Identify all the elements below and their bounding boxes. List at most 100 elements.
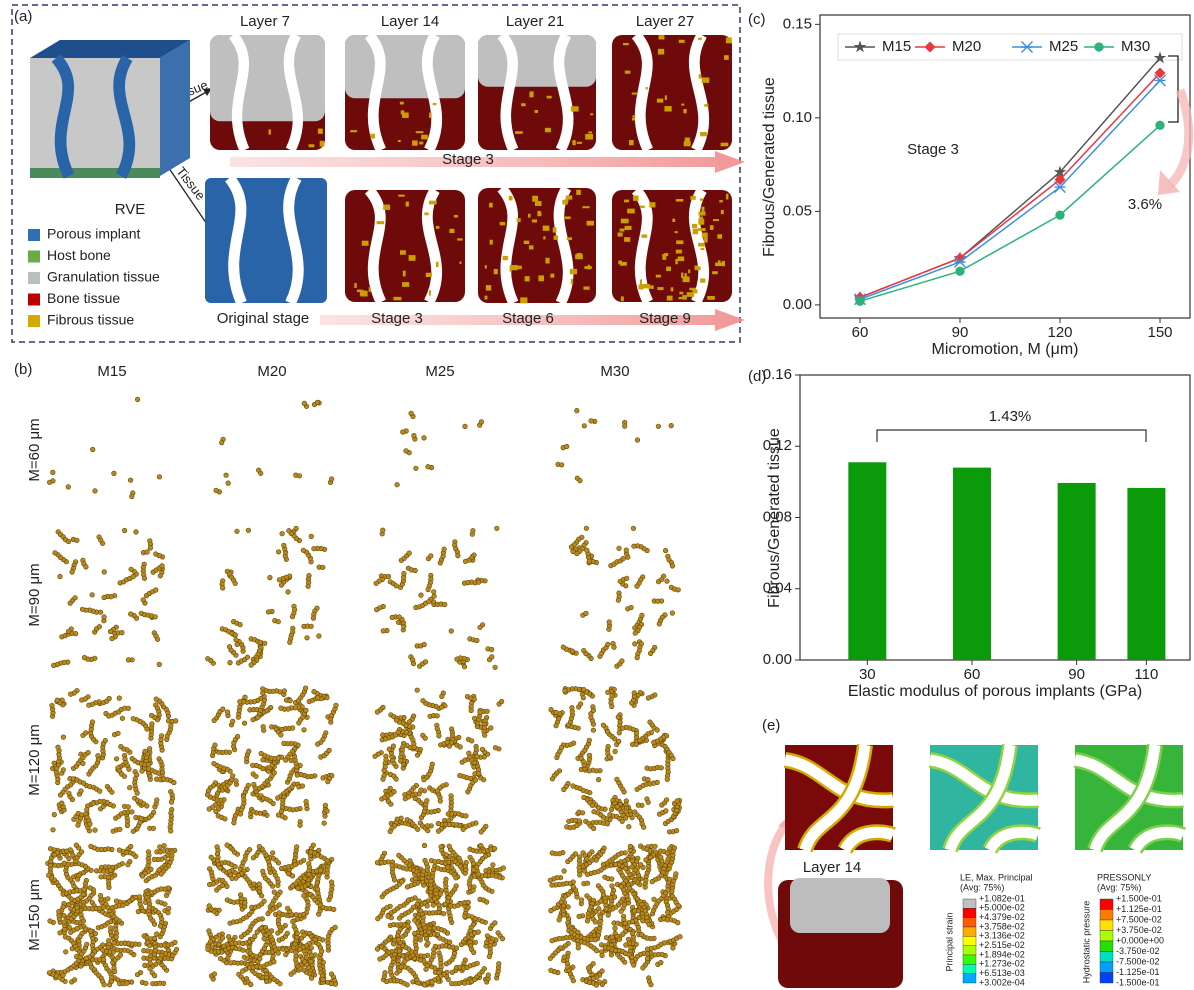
fibrous-particle <box>500 936 505 941</box>
fibrous-particle <box>82 655 87 660</box>
fibrous-particle <box>644 858 649 863</box>
fibrous-particle <box>112 941 117 946</box>
fibrous-particle <box>559 463 564 468</box>
fibrous-particle <box>397 615 402 620</box>
fibrous-particle <box>479 843 484 848</box>
column-label: M15 <box>97 363 126 380</box>
fibrous-speck <box>571 106 579 111</box>
fibrous-particle <box>101 905 106 910</box>
fibrous-particle <box>489 647 494 652</box>
fibrous-particle <box>615 777 620 782</box>
legend-value: -7.500e-02 <box>1116 956 1160 966</box>
fibrous-particle <box>463 559 468 564</box>
fibrous-particle <box>475 754 480 759</box>
fibrous-particle <box>272 771 277 776</box>
fibrous-particle <box>120 630 125 635</box>
fibrous-particle <box>444 877 449 882</box>
fibrous-particle <box>386 914 391 919</box>
fibrous-speck <box>676 199 683 202</box>
bar <box>848 462 886 660</box>
layer-label: Layer 27 <box>636 13 694 30</box>
fibrous-speck <box>657 99 663 103</box>
fibrous-speck <box>664 106 671 111</box>
tissue-block <box>210 35 325 121</box>
fibrous-particle <box>316 695 321 700</box>
fibrous-particle <box>550 938 555 943</box>
fibrous-particle <box>406 898 411 903</box>
fibrous-particle <box>300 784 305 789</box>
fibrous-particle <box>251 717 256 722</box>
fibrous-particle <box>259 751 264 756</box>
fibrous-particle <box>648 651 653 656</box>
fibrous-particle <box>469 708 474 713</box>
fibrous-particle <box>461 827 466 832</box>
fibrous-particle <box>476 872 481 877</box>
legend-swatch <box>28 251 40 263</box>
fibrous-particle <box>302 893 307 898</box>
fibrous-particle <box>562 869 567 874</box>
fibrous-particle <box>102 570 107 575</box>
fibrous-speck <box>632 118 635 121</box>
fibrous-particle <box>619 909 624 914</box>
fibrous-speck <box>649 202 655 207</box>
fibrous-particle <box>62 920 67 925</box>
fibrous-particle <box>160 564 165 569</box>
fibrous-particle <box>271 801 276 806</box>
fibrous-particle <box>550 777 555 782</box>
fibrous-particle <box>676 588 681 593</box>
fibrous-particle <box>333 925 338 930</box>
x-tick-label: 30 <box>859 666 876 683</box>
fibrous-particle <box>421 698 426 703</box>
fibrous-speck <box>320 141 325 147</box>
fibrous-particle <box>209 855 214 860</box>
y-tick-label: 0.16 <box>763 366 792 383</box>
layer-label: Layer 21 <box>506 13 564 30</box>
legend-swatch <box>28 294 40 306</box>
fibrous-particle <box>570 649 575 654</box>
fibrous-particle <box>635 655 640 660</box>
fibrous-speck <box>529 91 533 97</box>
fibrous-particle <box>302 933 307 938</box>
fibrous-speck <box>718 260 721 263</box>
fibrous-speck <box>684 141 691 146</box>
fibrous-particle <box>169 800 174 805</box>
fibrous-speck <box>665 95 667 100</box>
fibrous-particle <box>325 809 330 814</box>
fibrous-speck <box>517 218 521 222</box>
fibrous-particle <box>68 930 73 935</box>
fibrous-particle <box>249 982 254 987</box>
fibrous-particle <box>378 957 383 962</box>
fibrous-particle <box>647 922 652 927</box>
fibrous-speck <box>722 261 725 266</box>
panel-label: (e) <box>762 717 780 734</box>
fibrous-particle <box>622 424 627 429</box>
fibrous-particle <box>280 531 285 536</box>
fibrous-particle <box>128 478 133 483</box>
fibrous-particle <box>631 963 636 968</box>
fibrous-particle <box>422 777 427 782</box>
fibrous-particle <box>610 877 615 882</box>
fibrous-particle <box>150 722 155 727</box>
color-band <box>963 974 976 983</box>
fibrous-particle <box>147 746 152 751</box>
fibrous-particle <box>412 745 417 750</box>
x-tick-label: 60 <box>964 666 981 683</box>
fibrous-particle <box>114 757 119 762</box>
panel-label: (c) <box>748 11 766 28</box>
fibrous-particle <box>67 791 72 796</box>
legend-title: PRESSONLY <box>1097 872 1151 882</box>
fibrous-particle <box>619 884 624 889</box>
fibrous-particle <box>475 961 480 966</box>
fibrous-speck <box>624 237 630 242</box>
legend-value: -3.750e-02 <box>1116 946 1160 956</box>
fibrous-speck <box>486 285 491 291</box>
fibrous-particle <box>290 614 295 619</box>
fibrous-speck <box>590 113 593 115</box>
fibrous-particle <box>423 736 428 741</box>
fibrous-particle <box>396 730 401 735</box>
fibrous-particle <box>213 743 218 748</box>
fibrous-speck <box>633 195 639 200</box>
fibrous-particle <box>441 911 446 916</box>
fibrous-particle <box>627 824 632 829</box>
fibrous-particle <box>501 866 506 871</box>
